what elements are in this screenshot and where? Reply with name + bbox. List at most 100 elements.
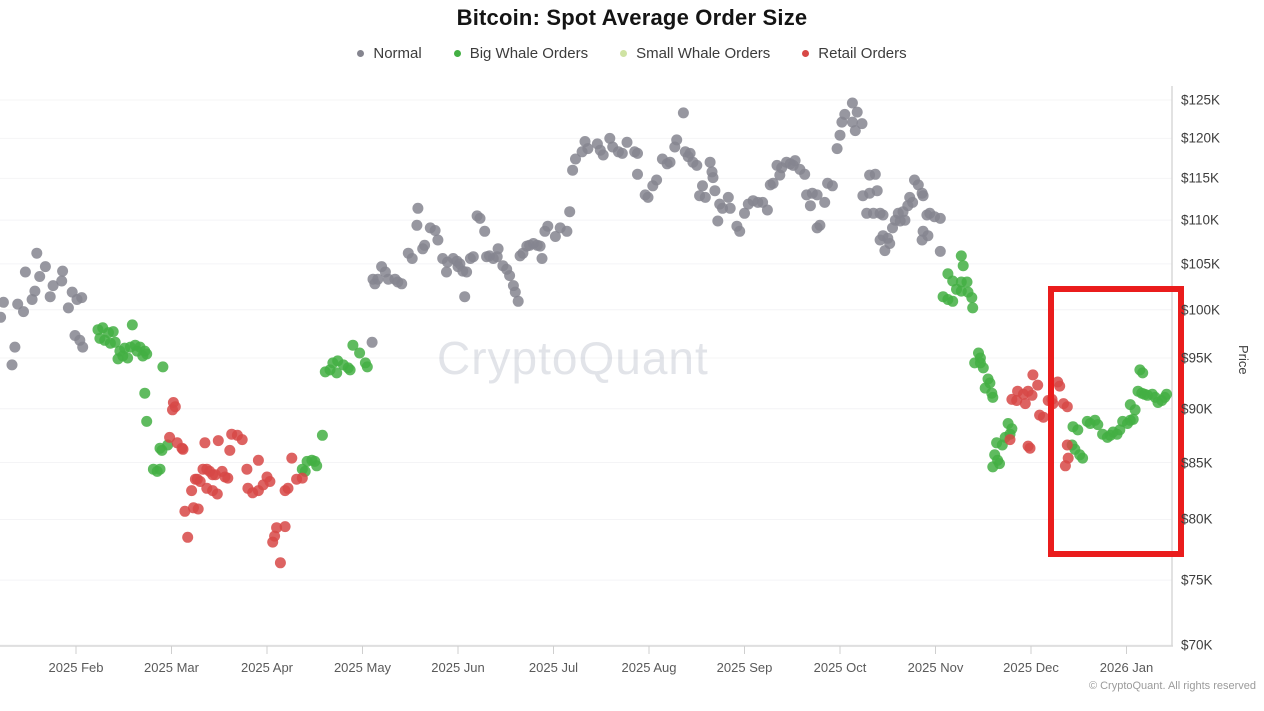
data-point [157, 361, 169, 373]
data-point [1061, 401, 1073, 413]
data-point [869, 168, 881, 180]
legend-label-normal: Normal [373, 45, 422, 62]
data-point [597, 149, 609, 161]
data-point [699, 191, 711, 203]
data-point [811, 189, 823, 201]
data-point [947, 275, 959, 287]
data-point [29, 285, 41, 297]
data-point [194, 476, 206, 487]
data-point [871, 185, 883, 197]
data-point [651, 174, 663, 186]
data-point [1011, 395, 1023, 406]
data-point [811, 222, 823, 234]
data-point [0, 311, 7, 323]
data-point [62, 302, 74, 314]
data-point [534, 240, 546, 252]
data-point [839, 108, 851, 120]
data-point [222, 472, 234, 484]
data-point [642, 191, 654, 203]
data-point [704, 156, 716, 168]
y-tick-label: $120K [1181, 130, 1221, 146]
data-point [709, 185, 721, 197]
data-point [369, 278, 381, 290]
y-tick-label: $125K [1181, 92, 1221, 108]
data-point [774, 169, 786, 181]
data-point [697, 180, 708, 192]
data-point [467, 251, 479, 263]
data-point [691, 159, 703, 171]
data-point [39, 261, 51, 273]
data-point [967, 302, 979, 314]
data-point [831, 143, 843, 155]
data-point [846, 97, 858, 109]
data-point [6, 359, 18, 371]
data-point [712, 215, 724, 227]
x-tick-label: 2025 Sep [716, 660, 773, 675]
data-point [212, 435, 224, 447]
data-point [734, 225, 746, 237]
data-point [819, 196, 831, 208]
data-point [1161, 388, 1173, 400]
data-point [417, 243, 429, 255]
data-point [564, 206, 576, 218]
data-point [1037, 411, 1049, 423]
y-tick-label: $80K [1181, 511, 1213, 527]
legend-item-small-whale[interactable]: Small Whale Orders [620, 45, 770, 62]
data-point [177, 443, 189, 455]
data-point [347, 339, 359, 351]
data-point [804, 200, 816, 212]
data-point [154, 463, 166, 475]
data-point [1026, 389, 1038, 401]
data-point [512, 295, 524, 307]
data-point [139, 387, 151, 399]
data-point [459, 291, 471, 303]
data-point [31, 247, 43, 259]
y-axis-title: Price [1236, 345, 1251, 375]
data-point [1077, 452, 1089, 464]
data-point [677, 107, 689, 119]
data-point [441, 266, 452, 278]
data-point [479, 225, 491, 237]
data-point [509, 286, 521, 298]
copyright-text: © CryptoQuant. All rights reserved [1088, 680, 1256, 692]
data-point [1092, 419, 1104, 431]
y-tick-label: $85K [1181, 455, 1213, 470]
y-tick-label: $100K [1181, 302, 1221, 318]
data-point [344, 364, 356, 376]
data-point [917, 190, 929, 202]
data-point [56, 275, 68, 287]
data-point [361, 361, 373, 373]
data-point [279, 485, 291, 497]
data-point [182, 531, 194, 543]
data-point [1054, 380, 1066, 392]
data-point [1027, 369, 1039, 381]
big-whale-dot-icon [453, 50, 461, 57]
y-tick-label: $90K [1181, 401, 1213, 417]
small-whale-dot-icon [620, 50, 628, 57]
data-point [257, 479, 269, 491]
data-point [996, 439, 1008, 451]
data-point [77, 341, 89, 353]
x-tick-label: 2025 Dec [1003, 660, 1059, 675]
data-point [621, 136, 633, 148]
legend-item-normal[interactable]: Normal [357, 45, 422, 62]
data-point [241, 463, 253, 475]
data-point [966, 292, 978, 304]
data-point [461, 266, 473, 278]
y-tick-label: $95K [1181, 350, 1213, 366]
data-point [957, 260, 969, 272]
x-tick-label: 2025 Apr [240, 660, 294, 675]
legend-item-big-whale[interactable]: Big Whale Orders [453, 45, 588, 62]
data-point [761, 204, 773, 216]
data-point [856, 118, 868, 130]
chart-legend: Normal Big Whale Orders Small Whale Orde… [0, 45, 1264, 62]
data-point [252, 454, 264, 466]
data-point [987, 461, 999, 473]
x-tick-label: 2025 Feb [48, 660, 104, 675]
legend-item-retail[interactable]: Retail Orders [802, 45, 907, 62]
data-point [411, 219, 423, 231]
data-point [1032, 379, 1044, 391]
data-point [236, 434, 248, 446]
data-point [987, 391, 999, 403]
normal-dot-icon [357, 50, 365, 57]
